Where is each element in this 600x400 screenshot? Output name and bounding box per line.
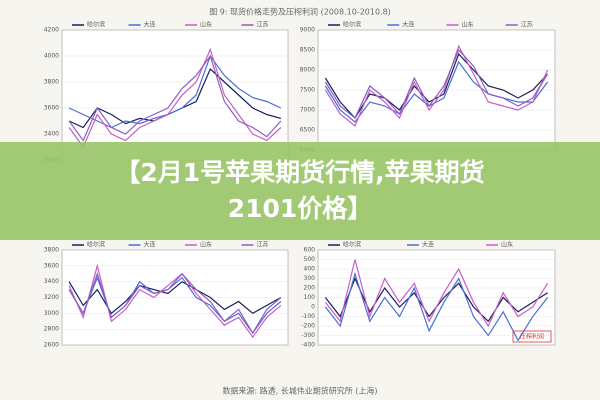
y-tick-label: 3600 — [44, 262, 59, 269]
y-tick-label: 9000 — [300, 27, 315, 34]
y-tick-label: 3200 — [44, 294, 59, 301]
legend-label: 江苏 — [521, 21, 533, 29]
annotation: 压榨利润 — [520, 333, 544, 341]
legend-label: 山东 — [462, 21, 474, 29]
y-tick-label: -100 — [301, 313, 315, 320]
y-tick-label: 6500 — [300, 127, 315, 134]
legend-label: 大连 — [144, 21, 156, 29]
y-tick-label: 4200 — [44, 27, 59, 34]
y-tick-label: 3800 — [44, 79, 59, 86]
legend-label: 大连 — [422, 241, 434, 249]
y-tick-label: 200 — [304, 285, 316, 292]
caption: 图 9: 现货价格走势及压榨利润 (2008.10-2010.8) — [209, 7, 391, 17]
y-tick-label: 400 — [304, 266, 316, 273]
y-tick-label: 2800 — [44, 326, 59, 333]
legend-label: 哈尔滨 — [87, 21, 105, 29]
legend-label: 江苏 — [257, 241, 269, 249]
series-line — [68, 263, 282, 339]
y-tick-label: 3400 — [44, 278, 59, 285]
y-tick-label: -200 — [301, 323, 315, 330]
y-tick-label: 8500 — [300, 47, 315, 54]
legend-label: 山东 — [200, 21, 212, 29]
y-tick-label: -300 — [301, 332, 315, 339]
series-line — [68, 280, 282, 315]
legend-label: 江苏 — [257, 21, 269, 29]
legend-label: 大连 — [144, 241, 156, 249]
y-tick-label: 300 — [304, 275, 316, 282]
series-line — [324, 44, 549, 127]
legend-label: 山东 — [501, 241, 513, 249]
legend-label: 山东 — [200, 241, 212, 249]
y-tick-label: -400 — [301, 342, 315, 349]
legend-label: 大连 — [402, 21, 414, 29]
series-line — [68, 54, 282, 142]
legend-label: 哈尔滨 — [87, 241, 105, 249]
y-tick-label: 100 — [304, 294, 316, 301]
y-tick-label: 2600 — [44, 342, 59, 349]
y-tick-label: 4000 — [44, 53, 59, 60]
source: 数据来源: 路透, 长城伟业期货研究所 (上海) — [222, 386, 377, 396]
legend-label: 哈尔滨 — [343, 21, 361, 29]
plot-frame — [61, 29, 289, 161]
y-tick-label: 0 — [311, 304, 315, 311]
y-tick-label: 3800 — [44, 247, 59, 254]
series-line — [324, 52, 549, 119]
banner: 【2月1号苹果期货行情,苹果期货2101价格】 — [0, 142, 600, 240]
y-tick-label: 3600 — [44, 105, 59, 112]
series-line — [68, 271, 282, 335]
series-line — [324, 48, 549, 119]
series-line — [68, 275, 282, 335]
y-tick-label: 3400 — [44, 131, 59, 138]
series-line — [324, 271, 549, 342]
annotation-box — [512, 330, 552, 343]
y-tick-label: 3000 — [44, 310, 59, 317]
y-tick-label: 8000 — [300, 67, 315, 74]
y-tick-label: 7500 — [300, 87, 315, 94]
y-tick-label: 7000 — [300, 107, 315, 114]
series-line — [324, 259, 549, 328]
y-tick-label: 600 — [304, 247, 316, 254]
y-tick-label: 500 — [304, 256, 316, 263]
banner-title: 【2月1号苹果期货行情,苹果期货2101价格】 — [115, 158, 485, 223]
series-line — [324, 60, 549, 123]
legend-label: 哈尔滨 — [343, 241, 361, 249]
